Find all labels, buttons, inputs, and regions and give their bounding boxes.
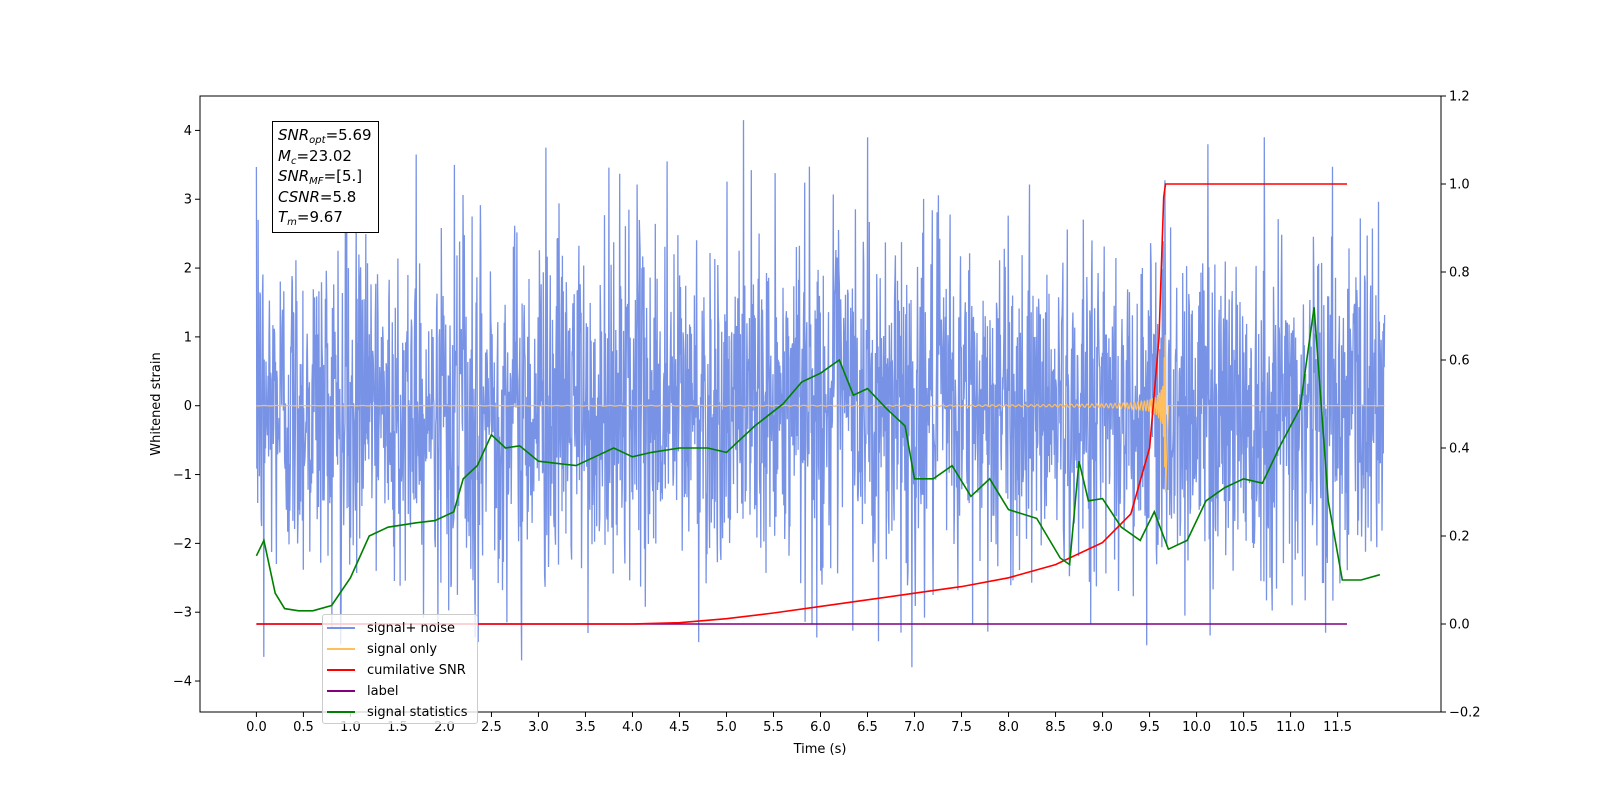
- csnr-row: CSNR=5.8: [278, 187, 357, 206]
- y2-tick-label: 1.2: [1449, 90, 1470, 105]
- x-tick-label: 4.0: [622, 720, 643, 735]
- x-tick-label: 5.5: [763, 720, 784, 735]
- snr-mf-value: =[5.]: [323, 167, 363, 185]
- legend-swatch: [327, 648, 355, 650]
- snr-opt-row: SNRopt=5.69: [278, 126, 372, 146]
- x-tick-label: 3.0: [528, 720, 549, 735]
- y2-tick-label: 0.4: [1449, 442, 1470, 457]
- legend-label: signal statistics: [367, 704, 468, 720]
- y-tick-label: −2: [173, 537, 192, 552]
- legend-swatch: [327, 711, 355, 713]
- signal-only-series: [256, 334, 1385, 493]
- signal-noise-line: [255, 120, 1386, 668]
- signal-only-line: [256, 334, 1385, 493]
- y-tick-label: 0: [184, 399, 192, 414]
- y-tick-label: −1: [173, 468, 192, 483]
- y-tick-label: 4: [184, 124, 192, 139]
- x-tick-label: 9.5: [1139, 720, 1160, 735]
- signal-statistics-line: [255, 307, 1381, 612]
- x-tick-label: 11.5: [1323, 720, 1352, 735]
- legend-label: signal+ noise: [367, 620, 456, 636]
- x-tick-label: 11.0: [1276, 720, 1305, 735]
- x-tick-label: 8.5: [1045, 720, 1066, 735]
- legend-item-cumulative-snr: cumilative SNR: [327, 660, 466, 680]
- legend-swatch: [327, 627, 355, 629]
- x-tick-label: 3.5: [575, 720, 596, 735]
- x-tick-label: 4.5: [669, 720, 690, 735]
- tm-value: =9.67: [296, 208, 343, 226]
- x-tick-label: 9.0: [1092, 720, 1113, 735]
- y2-tick-label: 0.0: [1449, 618, 1470, 633]
- x-tick-label: 0.0: [246, 720, 267, 735]
- snr-mf-row: SNRMF=[5.]: [278, 167, 363, 187]
- x-tick-label: 5.0: [716, 720, 737, 735]
- annotation-box: SNRopt=5.69 Mc=23.02 SNRMF=[5.] CSNR=5.8…: [272, 121, 379, 233]
- x-tick-label: 2.5: [481, 720, 502, 735]
- y-tick-label: −3: [173, 606, 192, 621]
- legend-label: signal only: [367, 641, 438, 657]
- legend-item-signal-only: signal only: [327, 639, 437, 659]
- y2-tick-label: 1.0: [1449, 178, 1470, 193]
- mc-row: Mc=23.02: [278, 146, 352, 167]
- signal-noise-series: [255, 120, 1386, 668]
- legend-item-signal-statistics: signal statistics: [327, 702, 468, 722]
- y2-tick-label: −0.2: [1449, 706, 1481, 721]
- y-tick-label: −4: [173, 675, 192, 690]
- x-tick-label: 10.5: [1229, 720, 1258, 735]
- x-tick-label: 8.0: [998, 720, 1019, 735]
- x-tick-label: 7.5: [951, 720, 972, 735]
- csnr-value: =5.8: [319, 187, 357, 206]
- y-tick-label: 1: [184, 330, 192, 345]
- y-tick-label: 3: [184, 193, 192, 208]
- mc-value: =23.02: [296, 146, 352, 165]
- cumulative-snr-line: [256, 183, 1347, 625]
- y-tick-label: 2: [184, 262, 192, 277]
- x-axis-label: Time (s): [793, 742, 847, 757]
- x-tick-label: 6.0: [810, 720, 831, 735]
- tm-row: Tm=9.67: [278, 208, 343, 228]
- legend-label: cumilative SNR: [367, 662, 466, 678]
- y-axis-label: Whitened strain: [149, 352, 164, 455]
- legend-swatch: [327, 690, 355, 692]
- y2-tick-label: 0.2: [1449, 530, 1470, 545]
- legend-label: label: [367, 683, 399, 699]
- x-tick-label: 7.0: [904, 720, 925, 735]
- x-tick-label: 6.5: [857, 720, 878, 735]
- snr-opt-value: =5.69: [325, 126, 372, 144]
- legend: signal+ noise signal only cumilative SNR…: [322, 614, 478, 724]
- y2-tick-label: 0.6: [1449, 354, 1470, 369]
- x-tick-label: 0.5: [293, 720, 314, 735]
- legend-item-label: label: [327, 681, 398, 701]
- y2-tick-label: 0.8: [1449, 266, 1470, 281]
- legend-swatch: [327, 669, 355, 671]
- legend-item-signal-noise: signal+ noise: [327, 618, 455, 638]
- x-tick-label: 10.0: [1182, 720, 1211, 735]
